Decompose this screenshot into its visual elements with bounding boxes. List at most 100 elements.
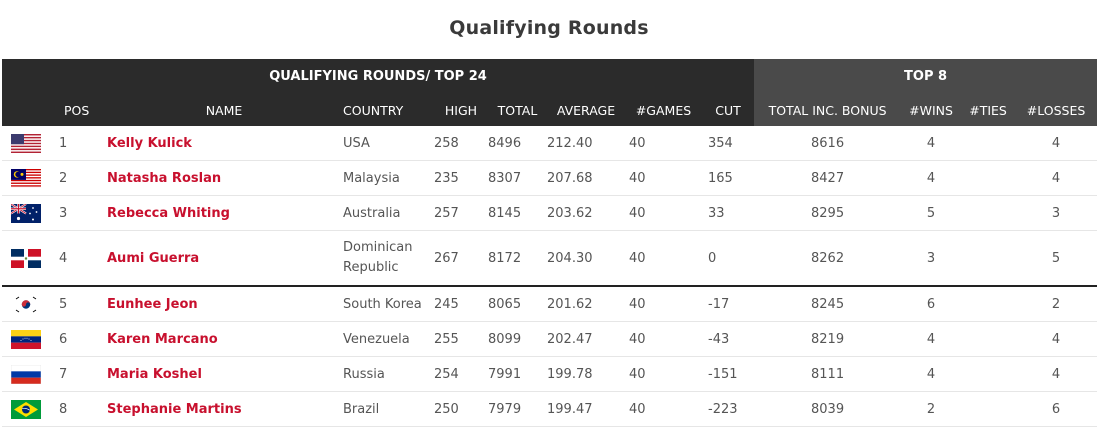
venezuela-flag-icon bbox=[11, 329, 41, 349]
total-cell: 8172 bbox=[488, 230, 547, 287]
average-cell: 203.62 bbox=[547, 195, 625, 231]
wins-cell: 4 bbox=[901, 356, 962, 392]
country-line-1: Dominican bbox=[343, 240, 413, 255]
top8-group-header: TOP 8 bbox=[754, 59, 1098, 94]
pos-cell: 2 bbox=[50, 160, 105, 196]
losses-cell: 4 bbox=[1015, 160, 1098, 196]
total-bonus-cell: 8245 bbox=[754, 286, 902, 322]
losses-column-header[interactable]: #LOSSES bbox=[1015, 94, 1098, 126]
losses-cell: 4 bbox=[1015, 126, 1098, 161]
games-cell: 40 bbox=[625, 160, 702, 196]
country-cell: Venezuela bbox=[343, 321, 434, 357]
table-row: 2 Natasha Roslan Malaysia 235 8307 207.6… bbox=[2, 160, 1098, 196]
cut-cell: 33 bbox=[702, 195, 755, 231]
player-name-link[interactable]: Eunhee Jeon bbox=[105, 286, 343, 322]
pos-cell: 1 bbox=[50, 126, 105, 161]
cut-cell: 0 bbox=[702, 230, 755, 287]
country-line-2: Republic bbox=[343, 260, 399, 275]
table-row: 4 Aumi Guerra Dominican Republic 267 817… bbox=[2, 230, 1098, 287]
wins-cell: 4 bbox=[901, 321, 962, 357]
average-cell: 212.40 bbox=[547, 126, 625, 161]
losses-cell: 3 bbox=[1015, 195, 1098, 231]
column-header-row: POS NAME COUNTRY HIGH TOTAL AVERAGE #GAM… bbox=[2, 94, 1098, 126]
cut-cell: -151 bbox=[702, 356, 755, 392]
pos-cell: 6 bbox=[50, 321, 105, 357]
country-cell: Russia bbox=[343, 356, 434, 392]
dominican-republic-flag-icon bbox=[11, 248, 41, 268]
ties-cell bbox=[961, 160, 1016, 196]
games-cell: 40 bbox=[625, 356, 702, 392]
qualifying-group-header: QUALIFYING ROUNDS/ TOP 24 bbox=[2, 59, 755, 94]
country-cell: Malaysia bbox=[343, 160, 434, 196]
games-cell: 40 bbox=[625, 286, 702, 322]
player-name-link[interactable]: Stephanie Martins bbox=[105, 391, 343, 427]
high-cell: 255 bbox=[434, 321, 488, 357]
high-cell: 257 bbox=[434, 195, 488, 231]
pos-column-header[interactable]: POS bbox=[50, 94, 105, 126]
pos-cell: 4 bbox=[50, 230, 105, 287]
losses-cell: 4 bbox=[1015, 321, 1098, 357]
total-bonus-cell: 8295 bbox=[754, 195, 902, 231]
losses-cell: 2 bbox=[1015, 286, 1098, 322]
wins-column-header[interactable]: #WINS bbox=[901, 94, 962, 126]
losses-cell: 5 bbox=[1015, 230, 1098, 287]
total-cell: 7979 bbox=[488, 391, 547, 427]
high-cell: 254 bbox=[434, 356, 488, 392]
wins-cell: 2 bbox=[901, 391, 962, 427]
ties-cell bbox=[961, 230, 1016, 287]
cut-cell: -17 bbox=[702, 286, 755, 322]
total-cell: 8307 bbox=[488, 160, 547, 196]
ties-cell bbox=[961, 321, 1016, 357]
high-column-header[interactable]: HIGH bbox=[434, 94, 488, 126]
table-row: 8 Stephanie Martins Brazil 250 7979 199.… bbox=[2, 391, 1098, 427]
average-cell: 201.62 bbox=[547, 286, 625, 322]
player-name-link[interactable]: Aumi Guerra bbox=[105, 230, 343, 287]
games-cell: 40 bbox=[625, 195, 702, 231]
total-cell: 7991 bbox=[488, 356, 547, 392]
flag-column-header bbox=[2, 94, 50, 126]
total-bonus-cell: 8111 bbox=[754, 356, 902, 392]
average-cell: 199.78 bbox=[547, 356, 625, 392]
country-column-header[interactable]: COUNTRY bbox=[343, 94, 434, 126]
total-cell: 8496 bbox=[488, 126, 547, 161]
country-cell: Dominican Republic bbox=[343, 230, 434, 287]
south-korea-flag-icon bbox=[11, 294, 41, 314]
cut-cell: -223 bbox=[702, 391, 755, 427]
malaysia-flag-icon bbox=[11, 168, 41, 188]
wins-cell: 4 bbox=[901, 126, 962, 161]
high-cell: 267 bbox=[434, 230, 488, 287]
table-row: 5 Eunhee Jeon South Korea 245 8065 201.6… bbox=[2, 286, 1098, 322]
ties-cell bbox=[961, 356, 1016, 392]
average-column-header[interactable]: AVERAGE bbox=[547, 94, 625, 126]
cut-column-header[interactable]: CUT bbox=[702, 94, 755, 126]
games-column-header[interactable]: #GAMES bbox=[625, 94, 702, 126]
total-bonus-column-header[interactable]: TOTAL INC. BONUS bbox=[754, 94, 902, 126]
average-cell: 202.47 bbox=[547, 321, 625, 357]
total-cell: 8065 bbox=[488, 286, 547, 322]
player-name-link[interactable]: Rebecca Whiting bbox=[105, 195, 343, 231]
total-bonus-cell: 8262 bbox=[754, 230, 902, 287]
cut-cell: 165 bbox=[702, 160, 755, 196]
player-name-link[interactable]: Maria Koshel bbox=[105, 356, 343, 392]
player-name-link[interactable]: Karen Marcano bbox=[105, 321, 343, 357]
russia-flag-icon bbox=[11, 364, 41, 384]
group-header-row: QUALIFYING ROUNDS/ TOP 24 TOP 8 bbox=[2, 59, 1098, 94]
total-bonus-cell: 8219 bbox=[754, 321, 902, 357]
wins-cell: 5 bbox=[901, 195, 962, 231]
ties-column-header[interactable]: #TIES bbox=[961, 94, 1016, 126]
player-name-link[interactable]: Natasha Roslan bbox=[105, 160, 343, 196]
games-cell: 40 bbox=[625, 126, 702, 161]
high-cell: 245 bbox=[434, 286, 488, 322]
name-column-header[interactable]: NAME bbox=[105, 94, 343, 126]
games-cell: 40 bbox=[625, 230, 702, 287]
wins-cell: 4 bbox=[901, 160, 962, 196]
australia-flag-icon bbox=[11, 203, 41, 223]
page-title: Qualifying Rounds bbox=[449, 17, 649, 39]
high-cell: 235 bbox=[434, 160, 488, 196]
total-column-header[interactable]: TOTAL bbox=[488, 94, 547, 126]
player-name-link[interactable]: Kelly Kulick bbox=[105, 126, 343, 161]
pos-cell: 3 bbox=[50, 195, 105, 231]
pos-cell: 5 bbox=[50, 286, 105, 322]
total-bonus-cell: 8616 bbox=[754, 126, 902, 161]
standings-table: QUALIFYING ROUNDS/ TOP 24 TOP 8 POS NAME… bbox=[2, 59, 1098, 427]
